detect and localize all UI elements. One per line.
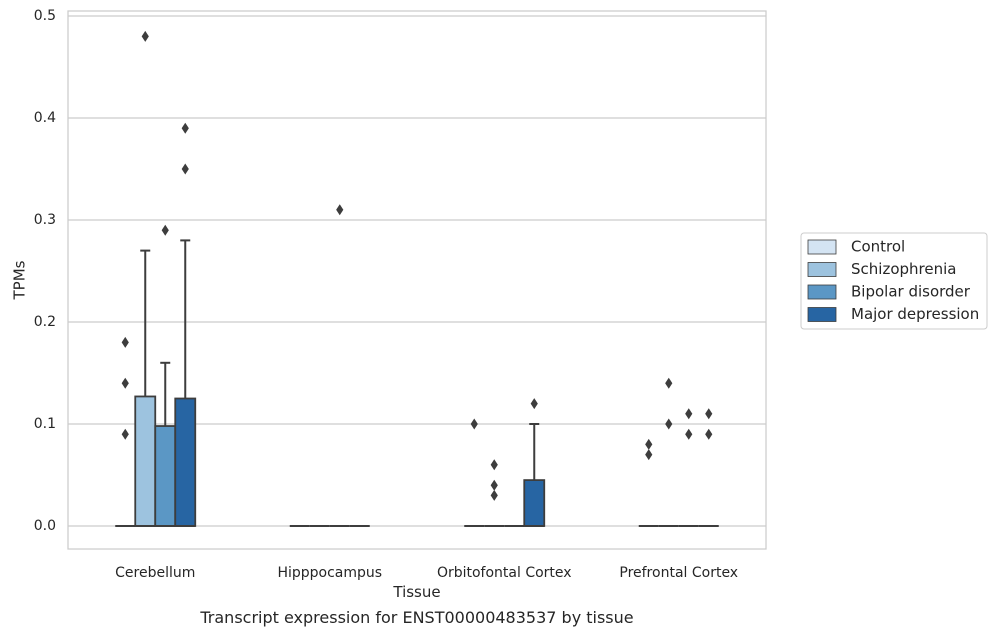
outlier-point <box>336 204 344 216</box>
y-tick-label: 0.0 <box>34 518 56 534</box>
box <box>134 395 157 527</box>
x-axis-title: Tissue <box>392 583 440 601</box>
legend-label: Bipolar disorder <box>851 283 971 301</box>
legend-swatch <box>807 284 837 300</box>
box <box>154 425 177 527</box>
legend-label: Control <box>851 238 905 256</box>
legend: Control Schizophrenia Bipolar disorder Majo… <box>800 232 988 330</box>
y-tick-label: 0.3 <box>34 212 56 228</box>
box <box>523 479 546 527</box>
outlier-point <box>645 438 653 450</box>
box-group <box>523 398 546 527</box>
chart-caption: Transcript expression for ENST0000048353… <box>199 608 633 627</box>
outlier-point <box>665 418 673 430</box>
outlier-point <box>490 459 498 471</box>
box-group <box>464 418 485 527</box>
box-group <box>329 204 350 527</box>
outlier-point <box>121 428 129 440</box>
outlier-point <box>141 30 149 42</box>
y-tick-label: 0.5 <box>34 8 56 24</box>
box-group <box>484 459 505 527</box>
legend-label: Schizophrenia <box>851 260 956 278</box>
y-tick-label: 0.4 <box>34 110 56 126</box>
box <box>174 397 197 527</box>
legend-swatch <box>807 307 837 322</box>
outlier-point <box>685 428 693 440</box>
x-tick-label: Prefrontal Cortex <box>619 565 738 581</box>
outlier-point <box>121 377 129 389</box>
box-group <box>174 122 197 527</box>
x-tick-label: Hipppocampus <box>277 565 382 581</box>
outlier-point <box>490 489 498 501</box>
outlier-point <box>645 449 653 461</box>
plot-frame <box>67 10 767 550</box>
box-group <box>698 408 719 527</box>
outlier-point <box>705 428 713 440</box>
legend-swatch <box>807 262 837 277</box>
outlier-point <box>490 479 498 491</box>
y-axis-ticks: 0.0 0.1 0.2 0.3 0.4 0.5 <box>34 8 56 534</box>
outlier-point <box>530 398 538 410</box>
legend-frame <box>800 232 988 330</box>
y-tick-label: 0.2 <box>34 314 56 330</box>
box-group <box>638 438 659 527</box>
x-axis-ticks: Cerebellum Hipppocampus Orbitofontal Corte… <box>115 565 738 581</box>
y-tick-label: 0.1 <box>34 416 56 432</box>
outlier-point <box>121 336 129 348</box>
y-axis-title: TPMs <box>11 260 29 300</box>
outlier-point <box>705 408 713 420</box>
x-tick-label: Orbitofontal Cortex <box>437 565 572 581</box>
outlier-point <box>685 408 693 420</box>
box-group <box>134 30 157 527</box>
outlier-point <box>181 163 189 175</box>
box-group <box>678 408 699 527</box>
x-tick-label: Cerebellum <box>115 565 195 581</box>
box-group <box>658 377 679 527</box>
box-group <box>154 224 177 527</box>
box-group <box>115 336 136 527</box>
plot-area <box>115 30 719 527</box>
outlier-point <box>181 122 189 134</box>
outlier-point <box>470 418 478 430</box>
legend-swatch <box>807 239 837 255</box>
legend-label: Major depression <box>851 305 979 323</box>
outlier-point <box>161 224 169 236</box>
outlier-point <box>665 377 673 389</box>
